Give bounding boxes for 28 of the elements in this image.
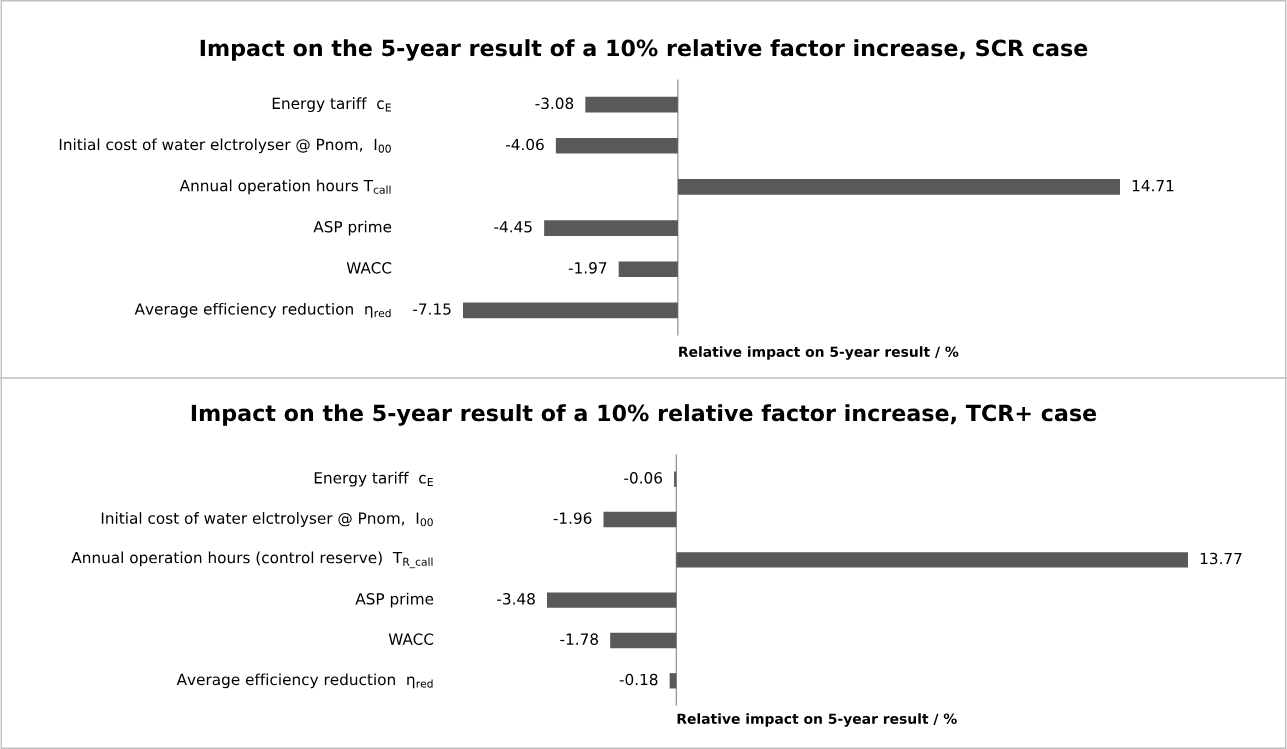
x-axis-title: Relative impact on 5-year result / % — [677, 713, 957, 727]
y-tick-label: Annual operation hours (control reserve) T$_{R_call}$ — [71, 551, 433, 569]
y-tick-label: WACC — [388, 633, 434, 645]
data-label: -7.15 — [413, 303, 451, 315]
data-label: -1.97 — [568, 262, 607, 274]
y-tick-label: Initial cost of water elctrolyser @ Pnom, I$_{00}$ — [101, 512, 433, 527]
data-label: -3.48 — [497, 593, 535, 605]
y-tick-label: WACC — [346, 262, 392, 274]
y-tick-label: ASP prime — [355, 592, 434, 608]
chart-title: Impact on the 5-year result of a 10% relative factor increase, SCR case — [200, 39, 1088, 61]
x-axis-title: Relative impact on 5-year result / % — [679, 346, 959, 360]
data-label: -1.96 — [553, 512, 592, 524]
y-tick-label: Energy tariff c$_{E}$ — [272, 97, 391, 113]
data-label: -1.78 — [560, 633, 599, 645]
y-tick-label: Average efficiency reduction η$_{red}$ — [176, 673, 433, 689]
data-label: 14.71 — [1132, 180, 1174, 192]
data-label: -4.06 — [505, 138, 544, 151]
chart-title: Impact on the 5-year result of a 10% relative factor increase, TCR+ case — [191, 404, 1097, 426]
data-label: -0.06 — [624, 472, 663, 484]
y-tick-label: ASP prime — [313, 220, 392, 236]
y-tick-label: Annual operation hours T$_{call}$ — [179, 179, 391, 195]
y-tick-label: Initial cost of water elctrolyser @ Pnom, I$_{00}$ — [59, 138, 391, 154]
y-tick-label: Energy tariff c$_{E}$ — [314, 471, 433, 487]
data-label: -0.18 — [619, 673, 658, 686]
y-tick-label: Average efficiency reduction η$_{red}$ — [134, 302, 391, 318]
data-label: 13.77 — [1200, 552, 1242, 565]
data-label: -3.08 — [535, 97, 574, 110]
data-label: -4.45 — [494, 221, 532, 233]
